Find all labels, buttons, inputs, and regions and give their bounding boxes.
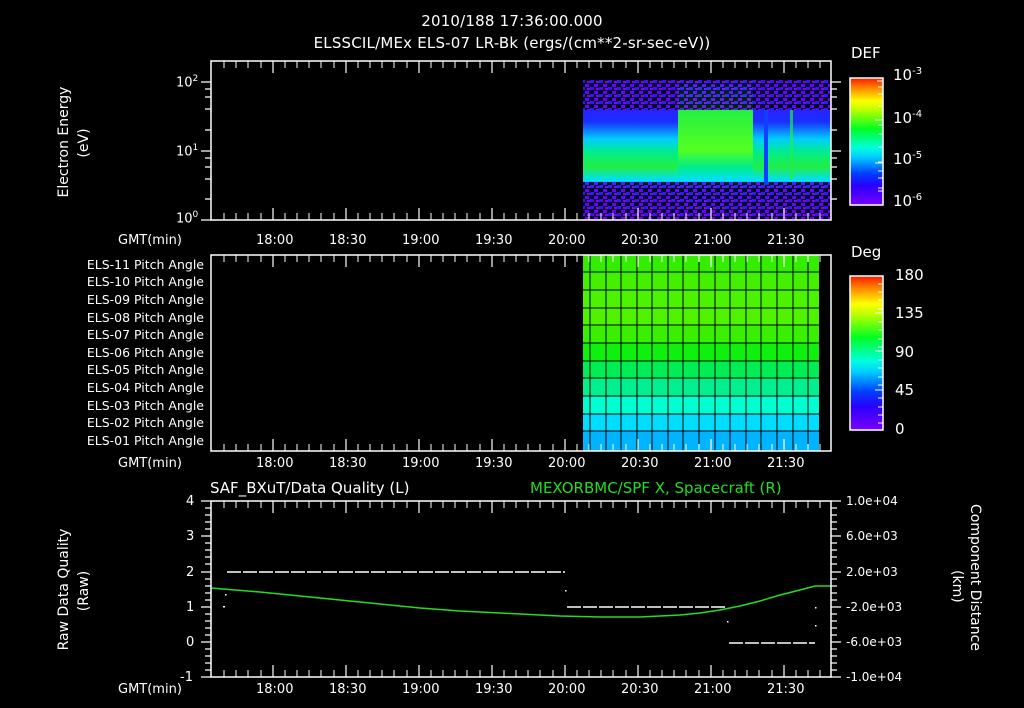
pitch-label-els-07: ELS-07 Pitch Angle [86,327,204,342]
energy-spectrogram [583,80,831,220]
def-tick-1e-4: 10-4 [893,109,923,127]
deg-tick-135: 135 [895,304,924,322]
panel2-frame [210,254,832,452]
def-tick-1e-6: 10-6 [893,192,923,210]
distance-ytick-6e3: 6.0e+03 [846,529,898,543]
quality-panel-left-title: SAF_BXuT/Data Quality (L) [210,479,410,497]
def-colorbar-title: DEF [851,44,881,62]
time-axis-label-2: GMT(min) [118,456,182,471]
deg-tick-90: 90 [895,343,915,361]
quality-ytick-4: 4 [186,494,195,509]
energy-ylabel-unit: (eV) [76,128,92,158]
data-quality-points [223,590,817,627]
deg-colorbar-ticks [875,283,883,424]
time-axis-label-1: GMT(min) [118,233,182,248]
distance-ytick-neg1e4: -1.0e+04 [846,670,903,684]
def-tick-1e-3: 10-3 [893,66,923,84]
time-ticks [223,61,821,677]
data-quality-line [227,571,815,644]
quality-ytick-2: 2 [186,565,195,580]
distance-ytick-2e3: 2.0e+03 [846,565,898,579]
pitch-label-els-01: ELS-01 Pitch Angle [86,433,204,448]
distance-ytick-neg2e3: -2.0e+03 [846,600,903,614]
energy-tick-1: 100 [176,210,199,227]
quality-ytick-neg1: -1 [180,670,193,685]
pitch-label-els-05: ELS-05 Pitch Angle [86,362,204,377]
energy-ylabel: Electron Energy [56,86,72,198]
quality-ylabel-left: Raw Data Quality [56,528,72,651]
plot-title: ELSSCIL/MEx ELS-07 LR-Bk (ergs/(cm**2-sr… [313,34,711,52]
panel3-frame [210,500,832,678]
quality-ytick-3: 3 [186,529,195,544]
pitch-label-els-08: ELS-08 Pitch Angle [86,310,204,325]
panel1-frame [210,60,832,221]
plot-timestamp: 2010/188 17:36:00.000 [421,12,603,30]
def-tick-1e-5: 10-5 [893,150,923,168]
pitch-label-els-10: ELS-10 Pitch Angle [86,274,204,289]
deg-tick-180: 180 [895,266,924,284]
quality-panel-right-title: MEXORBMC/SPF X, Spacecraft (R) [530,479,782,497]
quality-ytick-1: 1 [186,600,195,615]
pitch-label-els-09: ELS-09 Pitch Angle [86,292,204,307]
energy-tick-100: 102 [176,74,199,91]
distance-ylabel-unit: (km) [949,570,965,603]
quality-ylabel-left-unit: (Raw) [76,570,92,612]
deg-colorbar [849,275,884,431]
pitch-label-els-11: ELS-11 Pitch Angle [86,257,204,272]
pitch-label-els-06: ELS-06 Pitch Angle [86,345,204,360]
energy-axis-ticks [201,81,841,221]
def-colorbar [849,77,884,206]
distance-ytick-1e4: 1.0e+04 [846,494,898,508]
deg-colorbar-title: Deg [851,243,882,261]
time-axis-label-3: GMT(min) [118,682,182,697]
pitch-label-els-04: ELS-04 Pitch Angle [86,380,204,395]
pitch-label-els-02: ELS-02 Pitch Angle [86,415,204,430]
def-colorbar-ticks [875,80,883,192]
distance-ylabel: Component Distance [967,504,983,651]
pitch-label-els-03: ELS-03 Pitch Angle [86,398,204,413]
deg-tick-0: 0 [895,420,905,438]
quality-ytick-0: 0 [186,635,195,650]
distance-ytick-neg6e3: -6.0e+03 [846,635,903,649]
deg-tick-45: 45 [895,381,915,399]
spacecraft-x-line [210,585,831,618]
pitch-angle-grid [583,255,819,451]
quality-axis-ticks [201,500,841,678]
energy-tick-10: 101 [176,143,199,160]
